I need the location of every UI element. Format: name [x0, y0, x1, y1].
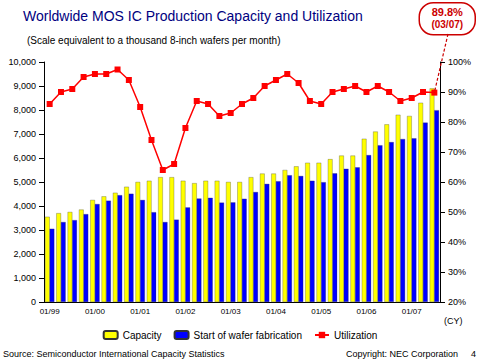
- svg-text:90%: 90%: [448, 87, 466, 97]
- svg-text:Copyright: NEC Corporation: Copyright: NEC Corporation: [346, 349, 458, 359]
- svg-text:80%: 80%: [448, 117, 466, 127]
- svg-text:3,000: 3,000: [13, 225, 36, 235]
- svg-text:01/02: 01/02: [175, 307, 196, 316]
- svg-text:8,000: 8,000: [13, 105, 36, 115]
- svg-text:0: 0: [31, 297, 36, 307]
- svg-text:01/03: 01/03: [221, 307, 242, 316]
- svg-text:4,000: 4,000: [13, 201, 36, 211]
- svg-text:01/07: 01/07: [402, 307, 423, 316]
- svg-text:(Scale equivalent to a thousan: (Scale equivalent to a thousand 8-inch w…: [27, 35, 280, 46]
- svg-text:01/99: 01/99: [40, 307, 61, 316]
- svg-text:2,000: 2,000: [13, 249, 36, 259]
- svg-text:10,000: 10,000: [8, 57, 36, 67]
- svg-text:89.8%: 89.8%: [432, 6, 463, 18]
- svg-text:Utilization: Utilization: [334, 330, 377, 341]
- svg-text:9,000: 9,000: [13, 81, 36, 91]
- svg-text:(CY): (CY): [444, 316, 463, 326]
- svg-text:60%: 60%: [448, 177, 466, 187]
- svg-text:Capacity: Capacity: [123, 330, 162, 341]
- svg-text:01/00: 01/00: [85, 307, 106, 316]
- svg-text:01/05: 01/05: [311, 307, 332, 316]
- svg-text:6,000: 6,000: [13, 153, 36, 163]
- svg-text:1,000: 1,000: [13, 273, 36, 283]
- svg-text:Source: Semiconductor Internat: Source: Semiconductor International Capa…: [3, 349, 225, 359]
- svg-text:70%: 70%: [448, 147, 466, 157]
- svg-text:01/01: 01/01: [130, 307, 151, 316]
- svg-text:40%: 40%: [448, 237, 466, 247]
- svg-text:4: 4: [471, 349, 476, 359]
- svg-text:100%: 100%: [448, 57, 471, 67]
- svg-text:7,000: 7,000: [13, 129, 36, 139]
- svg-text:(03/07): (03/07): [431, 19, 463, 30]
- svg-text:5,000: 5,000: [13, 177, 36, 187]
- svg-text:30%: 30%: [448, 267, 466, 277]
- svg-text:01/04: 01/04: [266, 307, 287, 316]
- svg-text:50%: 50%: [448, 207, 466, 217]
- svg-text:Worldwide MOS IC Production Ca: Worldwide MOS IC Production Capacity and…: [23, 8, 363, 24]
- svg-text:20%: 20%: [448, 297, 466, 307]
- svg-text:Start of wafer fabrication: Start of wafer fabrication: [194, 330, 302, 341]
- svg-text:01/06: 01/06: [356, 307, 377, 316]
